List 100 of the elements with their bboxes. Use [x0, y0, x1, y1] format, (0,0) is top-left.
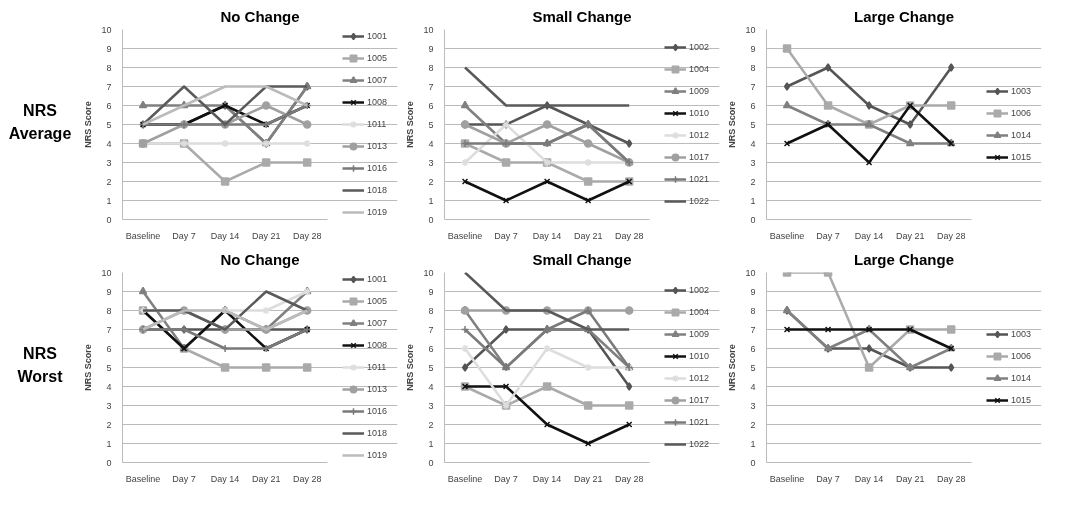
y-tick-label: 0 [750, 457, 756, 468]
y-tick-label: 3 [750, 157, 756, 168]
y-tick-label: 6 [428, 100, 434, 111]
x-tick-label: Day 21 [895, 473, 925, 484]
legend-label: 1015 [1011, 151, 1033, 164]
y-tick-label: 1 [750, 195, 756, 206]
text: NRS Average [7, 101, 73, 144]
y-tick-label: 7 [428, 324, 434, 335]
legend-label: 1017 [689, 394, 711, 407]
y-tick-label: 4 [428, 381, 434, 392]
y-tick-label: 5 [750, 119, 756, 130]
legend-label: 1019 [367, 206, 389, 219]
y-tick-label: 1 [106, 438, 112, 449]
y-tick-label: 0 [428, 457, 434, 468]
y-tick-label: 7 [428, 81, 434, 92]
y-tick-label: 4 [106, 138, 112, 149]
legend-label: 1001 [367, 273, 389, 286]
legend-label: 1009 [689, 85, 711, 98]
legend-label: 1016 [367, 405, 389, 418]
legend-label: 1008 [367, 339, 389, 352]
y-tick-label: 3 [106, 157, 112, 168]
text: NRS Worst [16, 344, 64, 387]
legend-label: 1011 [367, 361, 388, 374]
y-axis-title: NRS Score [83, 101, 94, 148]
legend-label: 1022 [689, 438, 711, 451]
x-tick-label: Day 14 [854, 473, 884, 484]
y-tick-label: 8 [750, 305, 756, 316]
legend-label: 1014 [1011, 129, 1033, 142]
y-tick-label: 10 [101, 267, 112, 278]
y-tick-label: 2 [106, 419, 112, 430]
legend-label: 1014 [1011, 372, 1033, 385]
y-tick-label: 6 [750, 343, 756, 354]
y-tick-label: 2 [428, 419, 434, 430]
legend-label: 1015 [1011, 394, 1033, 407]
legend-label: 1009 [689, 328, 711, 341]
legend-label: 1005 [367, 295, 389, 308]
y-tick-label: 9 [106, 43, 112, 54]
y-tick-label: 8 [750, 62, 756, 73]
y-tick-label: 8 [106, 62, 112, 73]
legend-label: 1021 [689, 416, 711, 429]
x-tick-label: Day 28 [614, 473, 644, 484]
x-tick-label: Baseline [125, 230, 161, 241]
y-tick-label: 1 [428, 438, 434, 449]
legend-label: 1010 [689, 350, 711, 363]
y-axis-title: NRS Score [727, 101, 738, 148]
y-tick-label: 9 [428, 43, 434, 54]
x-tick-label: Baseline [769, 473, 805, 484]
x-tick-label: Day 14 [854, 230, 884, 241]
y-tick-label: 0 [750, 214, 756, 225]
y-tick-label: 1 [750, 438, 756, 449]
y-tick-label: 7 [750, 324, 756, 335]
y-tick-label: 5 [106, 119, 112, 130]
legend-label: 1017 [689, 151, 711, 164]
y-tick-label: 3 [750, 400, 756, 411]
legend-label: 1003 [1011, 85, 1033, 98]
y-axis-title: NRS Score [405, 344, 416, 391]
y-axis-title: NRS Score [727, 344, 738, 391]
legend-label: 1001 [367, 30, 389, 43]
x-tick-label: Day 14 [210, 473, 240, 484]
x-tick-label: Baseline [447, 473, 483, 484]
legend-label: 1010 [689, 107, 711, 120]
y-tick-label: 2 [750, 176, 756, 187]
x-tick-label: Day 28 [614, 230, 644, 241]
y-tick-label: 3 [106, 400, 112, 411]
x-tick-label: Day 21 [573, 230, 603, 241]
y-axis-title: NRS Score [405, 101, 416, 148]
y-tick-label: 7 [750, 81, 756, 92]
y-tick-label: 5 [428, 119, 434, 130]
y-tick-label: 9 [750, 43, 756, 54]
legend-label: 1002 [689, 284, 711, 297]
y-tick-label: 4 [428, 138, 434, 149]
y-tick-label: 10 [423, 267, 434, 278]
chart-title: No Change [220, 250, 300, 268]
x-tick-label: Day 21 [895, 230, 925, 241]
x-tick-label: Day 7 [172, 230, 196, 241]
y-tick-label: 0 [428, 214, 434, 225]
y-tick-label: 2 [428, 176, 434, 187]
y-tick-label: 4 [750, 138, 756, 149]
y-tick-label: 0 [106, 214, 112, 225]
x-tick-label: Day 21 [251, 473, 281, 484]
legend-label: 1002 [689, 41, 711, 54]
x-tick-label: Day 28 [292, 473, 322, 484]
y-tick-label: 10 [423, 24, 434, 35]
y-tick-label: 1 [428, 195, 434, 206]
x-tick-label: Day 28 [936, 473, 966, 484]
y-tick-label: 1 [106, 195, 112, 206]
legend-label: 1011 [367, 118, 388, 131]
legend-label: 1012 [689, 372, 711, 385]
x-tick-label: Day 7 [494, 230, 518, 241]
legend-label: 1003 [1011, 328, 1033, 341]
legend-label: 1007 [367, 317, 389, 330]
x-tick-label: Baseline [447, 230, 483, 241]
legend-label: 1018 [367, 184, 389, 197]
x-tick-label: Baseline [125, 473, 161, 484]
legend-label: 1022 [689, 195, 711, 208]
x-tick-label: Day 28 [936, 230, 966, 241]
x-tick-label: Day 21 [573, 473, 603, 484]
legend-label: 1013 [367, 383, 389, 396]
y-tick-label: 10 [745, 24, 756, 35]
legend-label: 1006 [1011, 350, 1033, 363]
